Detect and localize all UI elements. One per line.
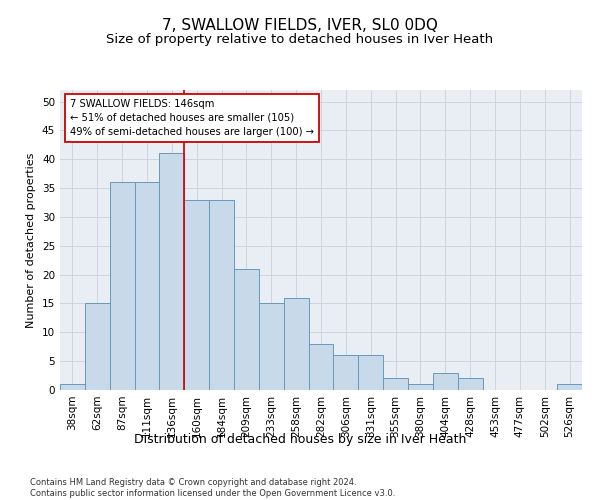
Bar <box>358 356 383 390</box>
Text: 7 SWALLOW FIELDS: 146sqm
← 51% of detached houses are smaller (105)
49% of semi-: 7 SWALLOW FIELDS: 146sqm ← 51% of detach… <box>70 99 314 137</box>
Bar <box>259 304 284 390</box>
Bar <box>408 384 433 390</box>
Bar <box>209 200 234 390</box>
Bar <box>234 269 259 390</box>
Bar <box>557 384 582 390</box>
Text: Distribution of detached houses by size in Iver Heath: Distribution of detached houses by size … <box>134 432 466 446</box>
Bar <box>85 304 110 390</box>
Bar <box>284 298 308 390</box>
Bar <box>458 378 482 390</box>
Bar <box>110 182 134 390</box>
Bar <box>383 378 408 390</box>
Bar <box>184 200 209 390</box>
Bar <box>433 372 458 390</box>
Text: Contains HM Land Registry data © Crown copyright and database right 2024.
Contai: Contains HM Land Registry data © Crown c… <box>30 478 395 498</box>
Bar <box>160 154 184 390</box>
Bar <box>334 356 358 390</box>
Bar <box>308 344 334 390</box>
Text: Size of property relative to detached houses in Iver Heath: Size of property relative to detached ho… <box>106 32 494 46</box>
Bar <box>60 384 85 390</box>
Text: 7, SWALLOW FIELDS, IVER, SL0 0DQ: 7, SWALLOW FIELDS, IVER, SL0 0DQ <box>162 18 438 32</box>
Y-axis label: Number of detached properties: Number of detached properties <box>26 152 37 328</box>
Bar <box>134 182 160 390</box>
